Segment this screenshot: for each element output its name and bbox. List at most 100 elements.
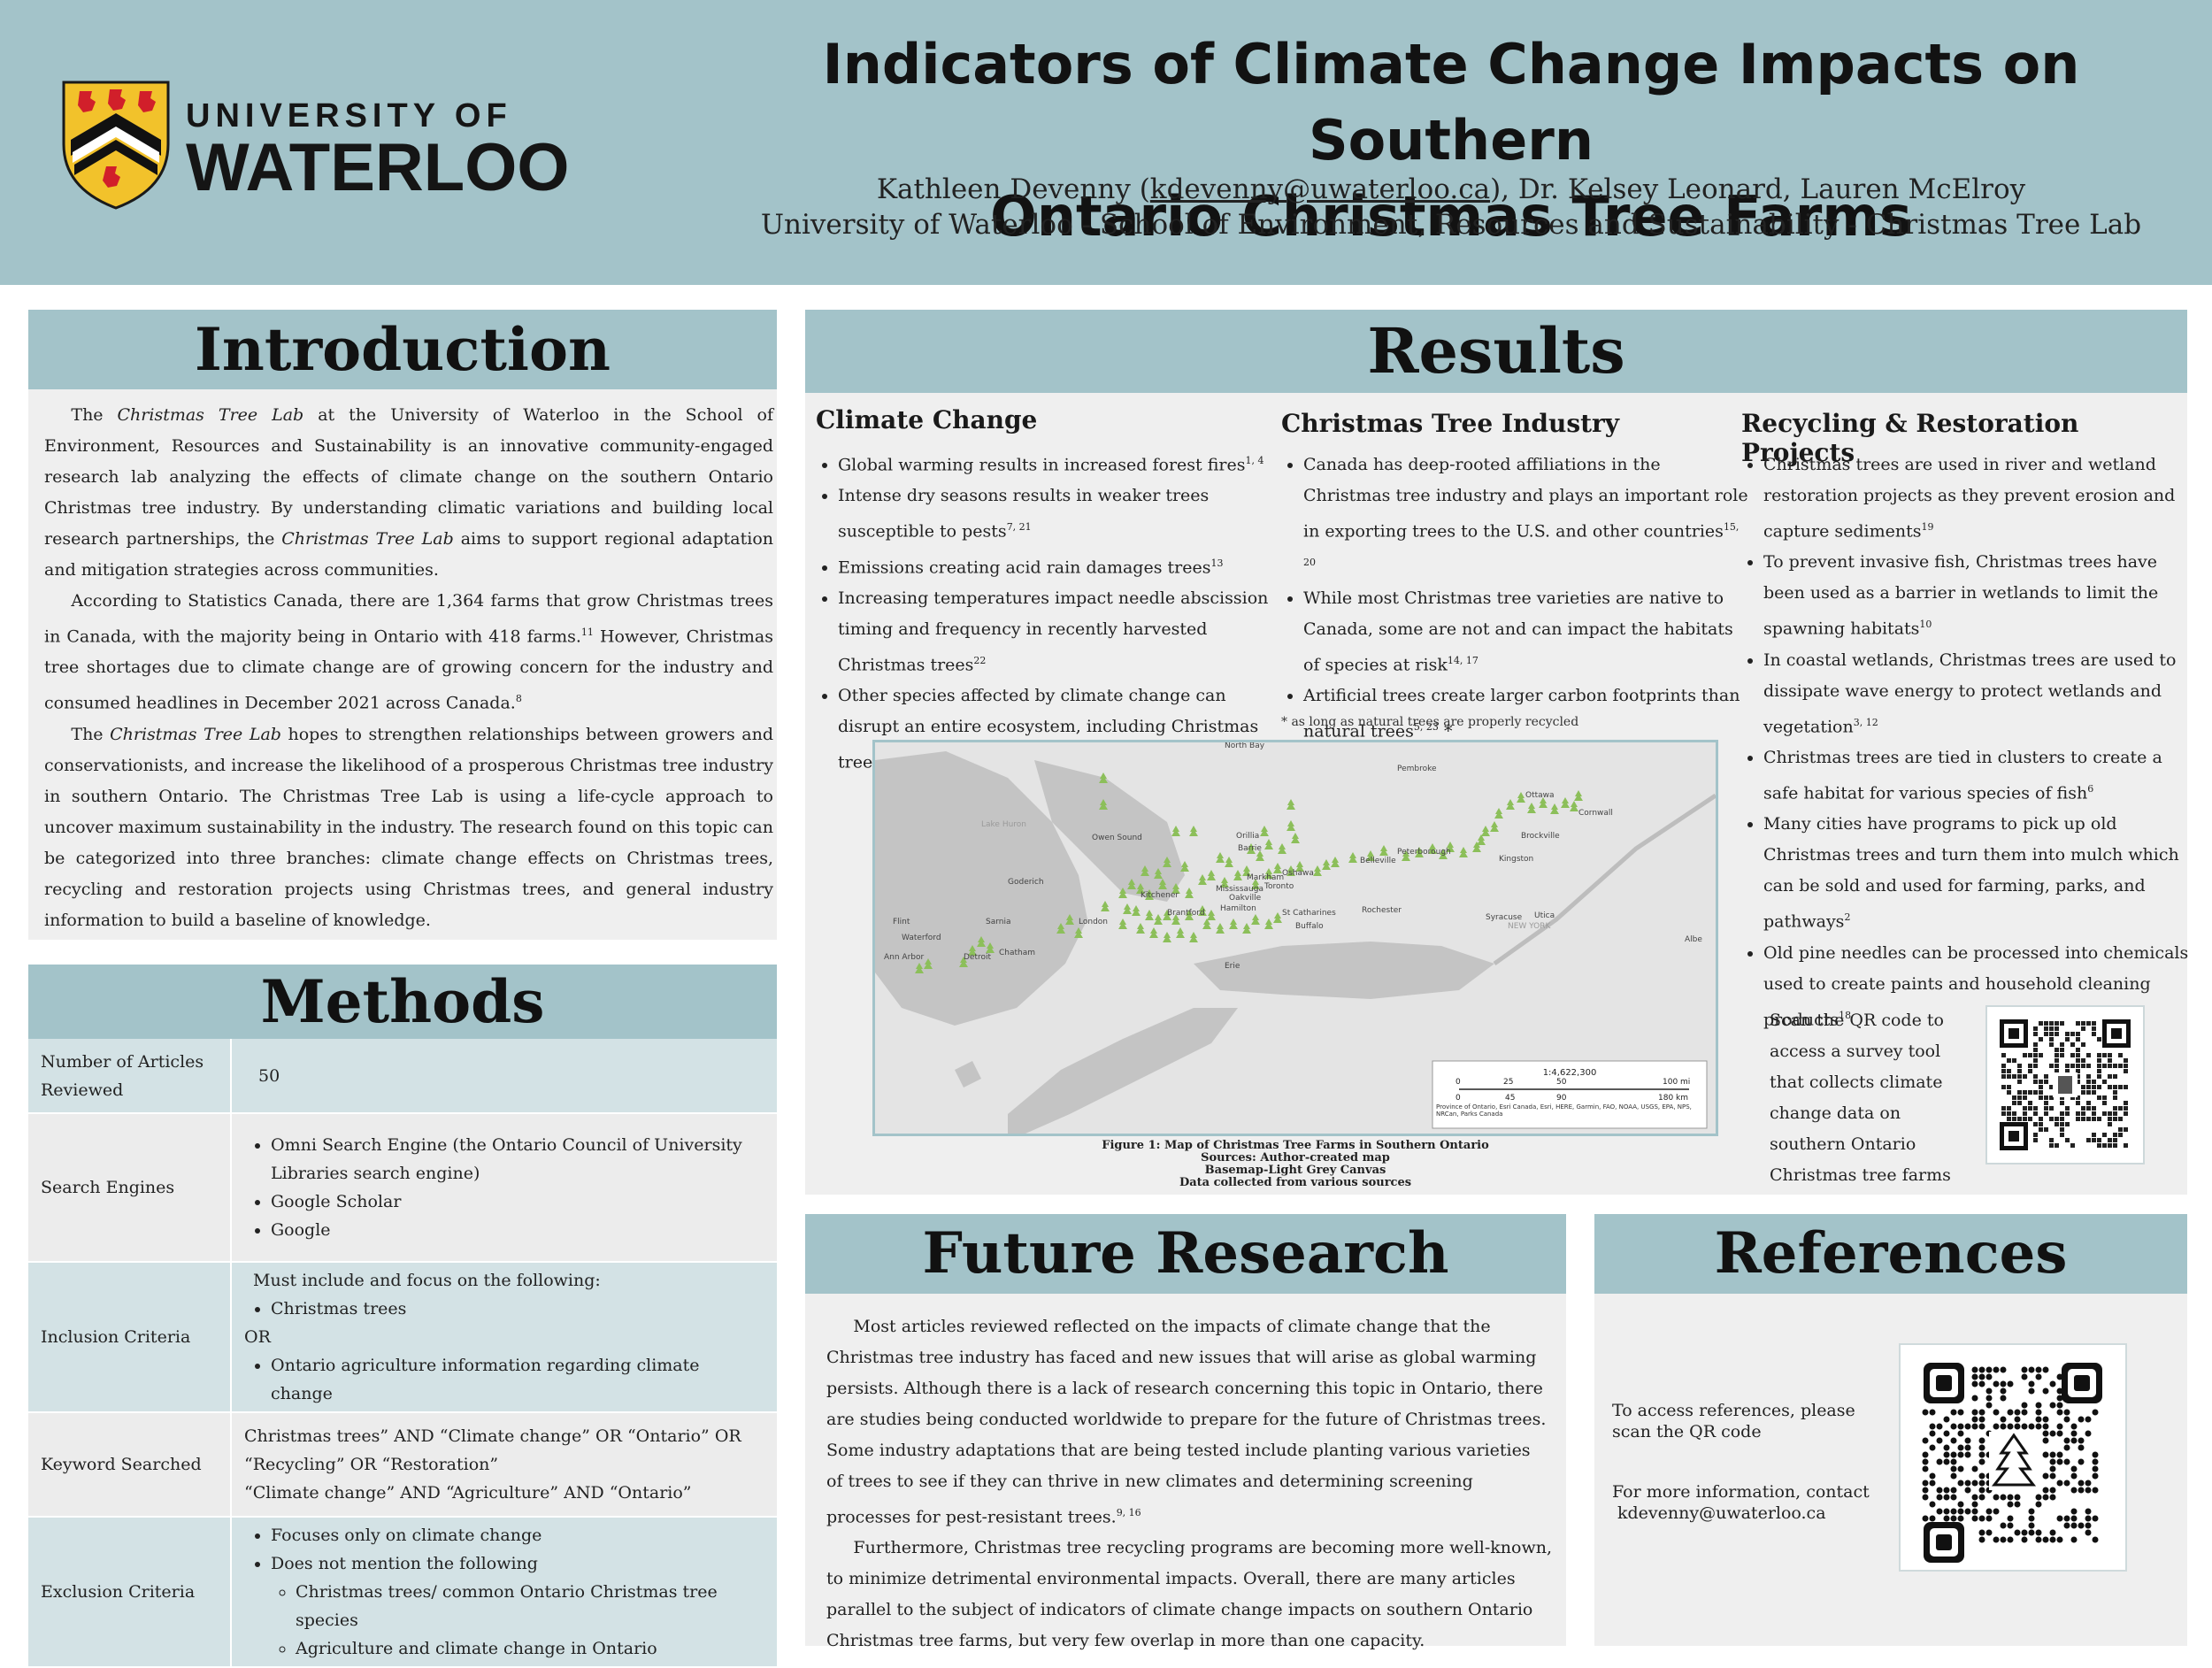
map-label: Flint <box>893 918 910 926</box>
methods-table: Number of Articles Reviewed 50 Search En… <box>28 1039 777 1668</box>
tree-farm-marker <box>1517 792 1525 803</box>
tree-farm-marker <box>1171 914 1180 925</box>
qr-module <box>1978 1366 1985 1373</box>
survey-qr-text: Scan the QR code to access a survey tool… <box>1770 1011 1951 1185</box>
introduction-heading: Introduction <box>28 310 777 389</box>
citation-sup: 1, 4 <box>1245 455 1264 466</box>
references-contact: For more information, contact kdevenny@u… <box>1612 1481 1895 1524</box>
author-email-link[interactable]: kdevenny@uwaterloo.ca <box>1149 173 1491 205</box>
tree-farm-marker <box>1481 826 1490 836</box>
qr-module <box>1971 1366 1978 1373</box>
qr-module <box>2021 1402 2028 1409</box>
tree-farm-marker <box>1185 910 1194 920</box>
qr-module <box>2007 1117 2011 1121</box>
qr-module <box>1929 1444 1936 1451</box>
qr-module <box>2049 1529 2056 1536</box>
citation-sup: 8 <box>515 693 522 705</box>
map-label: Peterborough <box>1397 848 1451 857</box>
qr-module <box>1922 1487 1929 1494</box>
qr-module <box>1943 1451 1950 1458</box>
item-text: Global warming results in increased fore… <box>838 455 1246 475</box>
citation-sup: 3, 12 <box>1853 716 1878 728</box>
tree-farm-marker <box>1233 870 1242 880</box>
tree-farm-marker <box>1127 879 1136 889</box>
map-label: Kingston <box>1499 855 1533 864</box>
qr-module <box>1929 1472 1936 1480</box>
exclusion-cell: Focuses only on climate change Does not … <box>231 1517 777 1668</box>
qr-module <box>1971 1494 1978 1501</box>
future-research-heading: Future Research <box>805 1214 1566 1294</box>
qr-module <box>2113 1064 2117 1068</box>
qr-module <box>2102 1095 2107 1100</box>
methods-row-exclusion: Exclusion Criteria Focuses only on clima… <box>28 1517 777 1668</box>
qr-module <box>2086 1085 2091 1089</box>
qr-module <box>2085 1487 2092 1494</box>
qr-module <box>2049 1026 2054 1031</box>
qr-module <box>2049 1032 2054 1036</box>
qr-module <box>1950 1472 1957 1480</box>
qr-module <box>2028 1423 2035 1430</box>
qr-module <box>1993 1409 2000 1416</box>
qr-module <box>2070 1508 2078 1515</box>
qr-module <box>1993 1423 2000 1430</box>
qr-module <box>2001 1111 2006 1116</box>
tree-farm-marker <box>1145 889 1154 900</box>
qr-module <box>2056 1395 2063 1402</box>
qr-module <box>2085 1508 2092 1515</box>
qr-module <box>2108 1058 2112 1063</box>
qr-module <box>2017 1095 2022 1100</box>
qr-module <box>2060 1122 2064 1126</box>
tree-farm-marker <box>1256 850 1264 861</box>
qr-module <box>2092 1026 2096 1031</box>
qr-module <box>2035 1416 2042 1423</box>
qr-module <box>2076 1074 2080 1079</box>
tree-farm-marker <box>1189 826 1198 836</box>
citation-sup: 18 <box>1839 1009 1852 1021</box>
qr-module <box>1971 1501 1978 1508</box>
map-label: Rochester <box>1362 906 1402 915</box>
qr-module <box>1943 1458 1950 1465</box>
map-label: Orillia <box>1236 832 1259 841</box>
qr-module <box>2086 1080 2091 1084</box>
qr-module <box>1971 1480 1978 1487</box>
industry-list: Canada has deep-rooted affiliations in t… <box>1281 450 1750 747</box>
map-label: North Bay <box>1225 742 1265 750</box>
qr-module <box>2044 1080 2048 1084</box>
qr-module <box>2085 1522 2092 1529</box>
map-label: NEW YORK <box>1508 922 1552 931</box>
climate-change-list: Global warming results in increased fore… <box>816 445 1285 779</box>
qr-module <box>2000 1416 2007 1423</box>
qr-module <box>2042 1387 2049 1395</box>
references-qr-code[interactable] <box>1899 1343 2127 1572</box>
qr-module <box>1985 1529 1993 1536</box>
qr-module <box>2078 1444 2085 1451</box>
qr-module <box>2035 1409 2042 1416</box>
qr-module <box>2085 1430 2092 1437</box>
qr-module <box>2076 1069 2080 1073</box>
intro-text: The <box>71 405 118 425</box>
contact-email[interactable]: kdevenny@uwaterloo.ca <box>1617 1503 1826 1523</box>
qr-module <box>2086 1064 2091 1068</box>
tree-farm-marker <box>1229 919 1238 929</box>
title-line-2: Ontario Christmas Tree Farms <box>990 184 1912 249</box>
qr-module <box>2042 1494 2049 1501</box>
qr-module <box>2108 1111 2112 1116</box>
qr-module <box>2055 1058 2059 1063</box>
qr-module <box>2113 1143 2117 1148</box>
survey-qr-code[interactable] <box>1985 1005 2145 1165</box>
qr-module <box>2055 1048 2059 1052</box>
qr-module <box>2060 1101 2064 1105</box>
engine-item: Google <box>271 1216 764 1244</box>
qr-module <box>2021 1536 2028 1543</box>
map-graphic: North Bay Pembroke Ottawa Cornwall Brockvill… <box>875 742 1716 1134</box>
qr-module <box>2017 1101 2022 1105</box>
qr-module <box>1978 1529 1985 1536</box>
qr-module <box>2124 1127 2128 1132</box>
tree-farm-marker <box>1198 874 1207 885</box>
future-paragraph-2: Furthermore, Christmas tree recycling pr… <box>826 1538 1552 1651</box>
qr-module <box>2033 1111 2038 1116</box>
qr-module <box>1950 1465 1957 1472</box>
qr-module <box>2039 1080 2043 1084</box>
qr-module <box>2042 1472 2049 1480</box>
qr-module <box>2055 1032 2059 1036</box>
